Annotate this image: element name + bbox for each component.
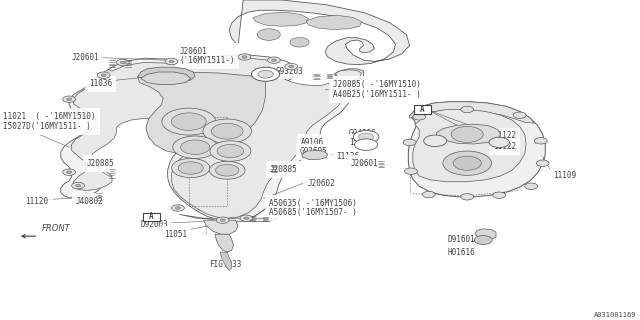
Polygon shape [204,220,238,234]
Text: 11109: 11109 [554,172,577,180]
Circle shape [285,63,298,70]
Circle shape [257,29,280,40]
Text: J20601
('16MY1511-): J20601 ('16MY1511-) [179,47,235,65]
Circle shape [203,119,252,143]
Circle shape [240,215,253,221]
Circle shape [461,106,474,113]
Circle shape [258,70,273,78]
Circle shape [169,60,174,63]
Text: J20885: J20885 [270,165,298,174]
Circle shape [422,191,435,198]
Circle shape [404,168,417,174]
Circle shape [289,65,294,68]
Circle shape [355,139,378,150]
Circle shape [76,184,81,187]
Polygon shape [141,72,191,84]
Text: I1136: I1136 [336,152,359,161]
FancyBboxPatch shape [414,105,431,114]
Circle shape [489,137,509,148]
Circle shape [353,131,379,143]
Circle shape [120,61,125,64]
Polygon shape [302,150,328,159]
Polygon shape [72,58,362,218]
Circle shape [173,136,218,158]
Circle shape [63,96,76,102]
Polygon shape [220,252,232,270]
Circle shape [72,182,84,189]
Text: D91601: D91601 [448,236,476,244]
Text: G92605: G92605 [300,148,327,156]
Text: A50635( -'16MY1506)
A50685('16MY1507- ): A50635( -'16MY1506) A50685('16MY1507- ) [269,199,356,217]
Text: 15050: 15050 [349,138,372,147]
Circle shape [216,164,239,176]
Circle shape [413,114,426,120]
Text: 11021  ( -'16MY1510)
I5027D('16MY1511- ): 11021 ( -'16MY1510) I5027D('16MY1511- ) [3,112,96,131]
Polygon shape [215,234,234,252]
Circle shape [443,151,492,175]
Circle shape [268,57,280,63]
Polygon shape [253,12,308,26]
Circle shape [116,59,129,66]
Circle shape [172,158,210,178]
Circle shape [244,217,249,220]
Text: J20601: J20601 [72,53,99,62]
Text: J20602: J20602 [307,179,335,188]
Text: 11036: 11036 [89,79,112,88]
Circle shape [271,59,276,61]
Text: A031001169: A031001169 [595,312,637,318]
Polygon shape [138,67,195,82]
Circle shape [63,169,76,175]
Circle shape [210,141,251,161]
Text: 11122: 11122 [493,142,516,151]
Polygon shape [61,55,364,221]
Circle shape [453,156,481,170]
Text: 11051: 11051 [164,230,187,239]
Circle shape [461,194,474,200]
Polygon shape [179,214,278,221]
Circle shape [162,108,216,135]
Circle shape [536,160,549,166]
Polygon shape [306,15,362,29]
Polygon shape [229,0,410,65]
Polygon shape [475,229,496,239]
Circle shape [211,123,243,139]
Text: D92003: D92003 [141,220,168,229]
Circle shape [180,140,210,155]
Text: FRONT: FRONT [42,224,70,233]
Circle shape [358,133,374,141]
Polygon shape [138,72,266,154]
Circle shape [172,205,184,211]
Circle shape [474,236,492,244]
Circle shape [172,113,206,130]
Circle shape [97,72,110,78]
Circle shape [534,138,547,144]
Circle shape [403,139,416,146]
Circle shape [252,67,280,81]
Text: 11120: 11120 [26,197,49,206]
Circle shape [493,192,506,198]
Polygon shape [408,102,545,197]
Text: G93203: G93203 [275,67,303,76]
Text: J20885( -'16MY1510)
A40B25('16MY1511- ): J20885( -'16MY1510) A40B25('16MY1511- ) [333,80,420,99]
Text: J20885: J20885 [86,159,114,168]
Circle shape [217,144,244,158]
Polygon shape [436,124,500,144]
Circle shape [451,126,483,142]
Circle shape [67,171,72,173]
Circle shape [101,74,106,76]
Circle shape [209,161,245,179]
Circle shape [513,112,526,118]
Text: H01616: H01616 [448,248,476,257]
Circle shape [216,217,229,223]
Text: J20601: J20601 [351,159,378,168]
Text: A: A [149,212,154,221]
Circle shape [178,162,204,174]
Circle shape [424,135,447,147]
Polygon shape [413,109,526,182]
Text: 11122: 11122 [493,132,516,140]
Text: FIG.033: FIG.033 [209,260,241,269]
Circle shape [165,58,178,65]
FancyBboxPatch shape [143,213,160,221]
Text: G94906: G94906 [349,129,376,138]
Text: A: A [420,105,425,114]
